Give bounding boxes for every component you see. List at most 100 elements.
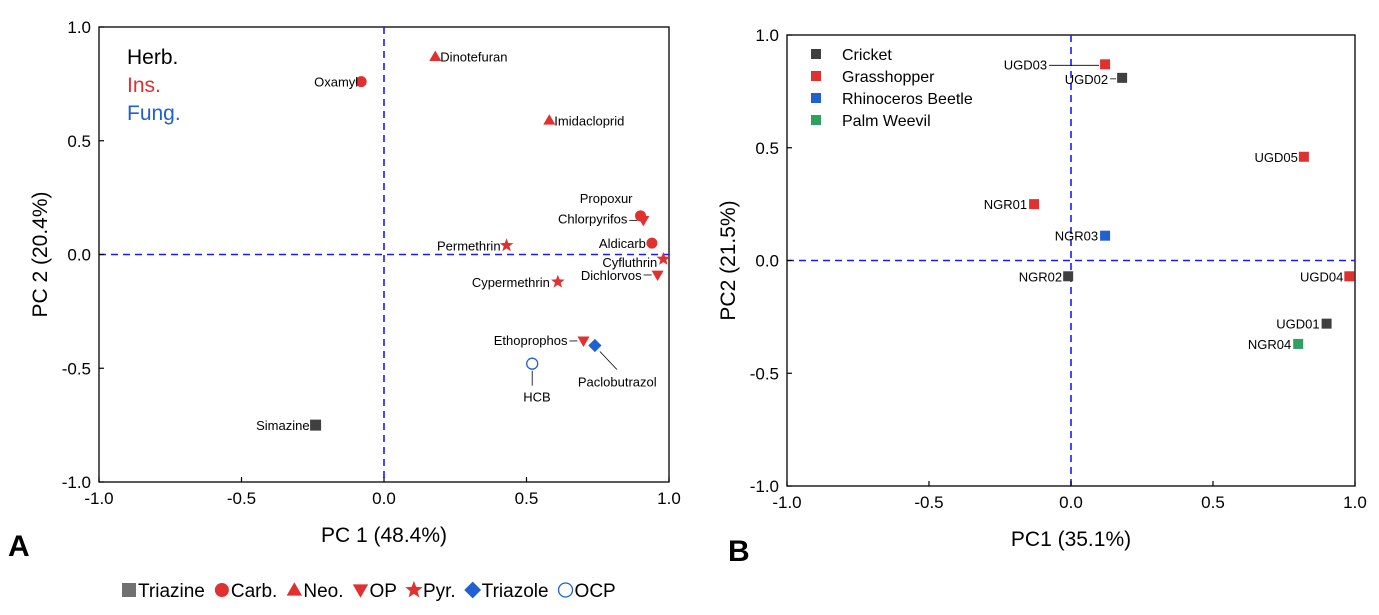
x-tick-label: 0.0 [372, 489, 396, 508]
legend-label-triazole: Triazole [482, 581, 549, 602]
x-tick-label: 1.0 [1343, 493, 1367, 512]
y-tick-label: 0.0 [755, 252, 779, 271]
point-ngr01 [1029, 199, 1040, 210]
y-axis-title: PC2 (21.5%) [717, 200, 740, 320]
point-label-ugd04: UGD04 [1300, 269, 1343, 284]
point-permethrin [499, 238, 514, 252]
x-axis-title: PC 1 (48.4%) [321, 524, 447, 547]
legend-swatch-rhinoceros-beetle [811, 93, 821, 103]
point-ugd03 [1100, 59, 1111, 70]
y-tick-label: 0.0 [67, 246, 91, 265]
point-label-ugd02: UGD02 [1065, 72, 1108, 87]
point-label-dinotefuran: Dinotefuran [440, 50, 507, 65]
point-ugd04 [1344, 271, 1355, 282]
point-label-ngr04: NGR04 [1248, 337, 1291, 352]
legend-swatch-palm-weevil [811, 115, 821, 125]
point-label-ethoprophos: Ethoprophos [494, 333, 568, 348]
legend-label-pyr: Pyr. [423, 581, 456, 602]
legend-label-cricket: Cricket [842, 47, 892, 64]
point-label-cypermethrin: Cypermethrin [472, 275, 550, 290]
panel-a-letter: A [8, 530, 30, 563]
point-ugd05 [1298, 151, 1309, 162]
x-tick-label: 0.5 [515, 489, 539, 508]
point-dichlorvos [651, 270, 664, 282]
point-oxamyl [355, 76, 367, 88]
group-label-herb: Herb. [127, 46, 178, 69]
panel-a-chart: -1.0 -0.5 0.0 0.5 1.0 -1.0 -0.5 0.0 0.5 1.0 PC 1 (… [29, 18, 681, 547]
point-label-chlorpyrifos: Chlorpyrifos [558, 211, 628, 226]
y-tick-label: 1.0 [755, 26, 779, 45]
point-ngr04 [1293, 338, 1304, 349]
y-tick-label: -1.0 [750, 477, 779, 496]
legend-marker-triazine [122, 583, 136, 597]
group-label-ins: Ins. [127, 74, 161, 97]
point-label-simazine: Simazine [256, 418, 309, 433]
point-aldicarb [646, 237, 658, 249]
point-label-hcb: HCB [523, 390, 550, 405]
y-tick-label: -0.5 [62, 359, 91, 378]
panel-b-chart: -1.0 -0.5 0.0 0.5 1.0 -1.0 -0.5 0.0 0.5 1.0 PC1 (3… [717, 26, 1367, 551]
point-cypermethrin [551, 274, 565, 288]
marker-legend: Triazine Carb. Neo. OP Pyr. Triazole OCP [122, 580, 616, 602]
point-label-ugd03: UGD03 [1004, 57, 1047, 72]
legend-marker-ocp [557, 582, 574, 598]
x-tick-label: -0.5 [914, 493, 943, 512]
point-label-ngr02: NGR02 [1019, 269, 1062, 284]
legend-swatch-grasshopper [811, 71, 821, 81]
point-label-imidacloprid: Imidacloprid [554, 113, 624, 128]
panel-b-letter: B [728, 535, 750, 568]
point-ethoprophos [577, 336, 590, 347]
x-tick-label: -1.0 [772, 493, 801, 512]
point-simazine [310, 419, 322, 431]
point-ngr02 [1063, 271, 1074, 282]
y-tick-label: -1.0 [62, 473, 91, 492]
point-cyfluthrin [656, 251, 671, 265]
point-label-oxamyl: Oxamyl [314, 75, 358, 90]
legend-swatch-cricket [811, 49, 821, 59]
legend-marker-triazole [464, 581, 482, 599]
legend-label-ocp: OCP [575, 581, 616, 602]
legend-label-neo: Neo. [303, 581, 343, 602]
x-tick-label: -1.0 [84, 489, 113, 508]
x-axis-title: PC1 (35.1%) [1011, 528, 1131, 551]
point-label-aldicarb: Aldicarb [599, 236, 646, 251]
y-tick-label: 0.5 [67, 132, 91, 151]
y-tick-label: 0.5 [755, 139, 779, 158]
point-ngr03 [1100, 230, 1111, 241]
point-label-cyfluthrin: Cyfluthrin [602, 255, 657, 270]
legend-label-grasshopper: Grasshopper [842, 69, 935, 86]
group-label-fung: Fung. [127, 102, 181, 125]
point-paclobutrazol [588, 338, 602, 353]
point-label-permethrin: Permethrin [437, 238, 501, 253]
point-ugd02 [1117, 72, 1128, 83]
legend-label-op: OP [369, 581, 396, 602]
point-label-ugd01: UGD01 [1276, 317, 1319, 332]
legend-label-carb: Carb. [231, 581, 277, 602]
point-label-dichlorvos: Dichlorvos [581, 268, 642, 283]
point-dinotefuran [429, 50, 442, 61]
y-tick-label: -0.5 [750, 364, 779, 383]
legend-label-triazine: Triazine [138, 581, 205, 602]
point-label-ngr01: NGR01 [984, 197, 1027, 212]
legend-marker-neo [286, 582, 303, 596]
legend-label-palm-weevil: Palm Weevil [842, 113, 931, 130]
leader-line [599, 351, 618, 370]
x-tick-label: 0.5 [1201, 493, 1225, 512]
point-ugd01 [1321, 318, 1332, 329]
x-tick-label: 0.0 [1059, 493, 1083, 512]
point-chlorpyrifos [637, 215, 650, 227]
legend-marker-pyr [405, 580, 423, 598]
y-axis-title: PC 2 (20.4%) [29, 191, 52, 317]
point-label-paclobutrazol: Paclobutrazol [578, 375, 657, 390]
point-hcb [526, 357, 539, 370]
y-tick-label: 1.0 [67, 18, 91, 37]
legend-marker-carb [214, 583, 229, 597]
legend-label-rhinoceros-beetle: Rhinoceros Beetle [842, 91, 973, 108]
point-label-propoxur: Propoxur [580, 191, 633, 206]
legend-marker-op [352, 584, 369, 598]
point-label-ngr03: NGR03 [1055, 229, 1098, 244]
x-tick-label: -0.5 [227, 489, 256, 508]
x-tick-label: 1.0 [657, 489, 681, 508]
point-label-ugd05: UGD05 [1255, 150, 1298, 165]
